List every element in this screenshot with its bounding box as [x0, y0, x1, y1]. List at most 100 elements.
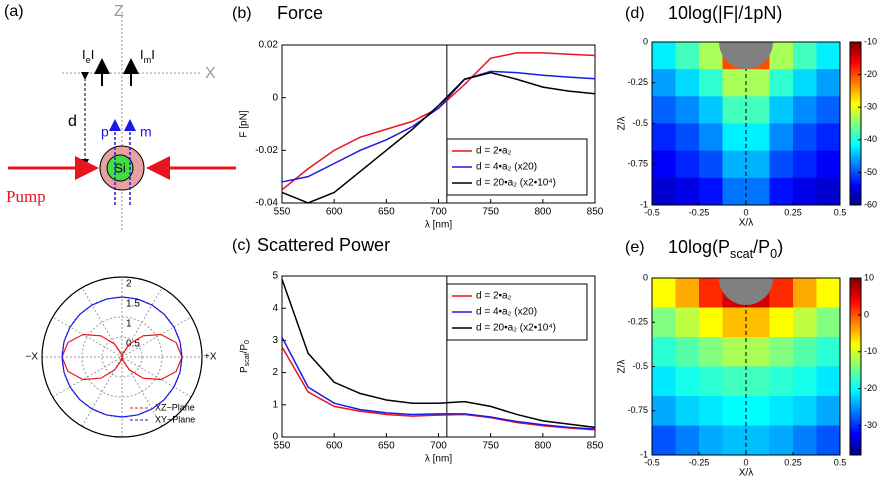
y-tick-label: -0.02 — [255, 145, 278, 156]
x-tick-label: 0.5 — [834, 207, 847, 217]
colorbar-slice — [850, 413, 861, 418]
x-tick-label: 750 — [482, 441, 499, 452]
colorbar-slice — [850, 139, 861, 144]
heat-cell — [722, 337, 747, 367]
colorbar-slice — [850, 128, 861, 133]
heat-cell — [769, 123, 794, 152]
heat-cell — [675, 366, 700, 397]
y-tick-label: -0.5 — [632, 118, 648, 128]
colorbar — [849, 277, 862, 456]
colorbar-slice — [850, 196, 861, 201]
x-tick-label: 700 — [430, 441, 447, 452]
legend-label: XY−Plane — [155, 414, 195, 424]
colorbar-slice — [850, 419, 861, 424]
colorbar-slice — [850, 61, 861, 65]
heat-cell — [816, 337, 841, 367]
colorbar-slice — [850, 401, 861, 406]
colorbar-slice — [850, 292, 861, 297]
y-tick-label: -0.75 — [627, 159, 648, 169]
heat-cell — [746, 150, 770, 179]
heat-cell — [652, 278, 676, 308]
colorbar-slice — [850, 307, 861, 311]
colorbar-slice — [850, 161, 861, 165]
colorbar-slice — [850, 434, 861, 438]
colorbar-tick-label: 0 — [864, 309, 869, 319]
heat-cell — [699, 307, 723, 338]
x-tick-label: 0 — [743, 207, 748, 217]
x-tick-label: 650 — [378, 207, 395, 218]
colorbar-tick-label: -30 — [864, 420, 877, 430]
chart-title: Scattered Power — [257, 235, 390, 255]
heat-cell — [793, 366, 817, 397]
heat-cell — [699, 42, 723, 70]
colorbar-slice — [850, 44, 861, 48]
colorbar-slice — [850, 199, 861, 203]
colorbar-slice — [850, 101, 861, 105]
colorbar-slice — [850, 322, 861, 326]
heat-cell — [793, 123, 817, 152]
colorbar-slice — [850, 425, 861, 429]
heat-cell — [769, 150, 794, 179]
colorbar-slice — [850, 366, 861, 370]
colorbar-tick-label: 10 — [864, 272, 874, 282]
x-tick-label: 0.25 — [784, 207, 802, 217]
colorbar-slice — [850, 50, 861, 54]
colorbar-slice — [850, 342, 861, 347]
heat-cell — [746, 337, 770, 367]
heat-cell — [675, 42, 700, 70]
colorbar-slice — [850, 298, 861, 303]
heat-cell — [652, 123, 676, 152]
heat-cell — [816, 69, 841, 97]
text-part: 10log(|F|/1pN) — [668, 3, 782, 23]
colorbar-slice — [850, 112, 861, 116]
colorbar-slice — [850, 387, 861, 391]
colorbar-slice — [850, 166, 861, 171]
colorbar-slice — [850, 331, 861, 335]
colorbar — [849, 41, 862, 206]
text-part: /P — [753, 237, 770, 257]
x-tick-label: 850 — [587, 207, 604, 218]
pump-label: Pump — [6, 187, 46, 206]
heat-cell — [722, 425, 747, 456]
y-tick-label: 2 — [272, 367, 278, 378]
heat-cell — [769, 69, 794, 97]
panel-label: (d) — [625, 5, 645, 22]
colorbar-slice — [850, 88, 861, 92]
x-tick-label: 800 — [534, 441, 551, 452]
panel-label: (b) — [232, 5, 252, 22]
text-part: ) — [777, 237, 783, 257]
colorbar-slice — [850, 90, 861, 95]
x-tick-label: 600 — [326, 441, 343, 452]
colorbar-slice — [850, 77, 861, 81]
x-tick-label: 800 — [534, 207, 551, 218]
heat-cell — [699, 96, 723, 124]
text-part: I — [82, 47, 86, 62]
colorbar-slice — [850, 410, 861, 415]
y-tick-label: 0 — [643, 272, 648, 282]
heat-cell — [722, 307, 747, 338]
colorbar-slice — [850, 202, 861, 206]
colorbar-slice — [850, 47, 861, 51]
heat-cell — [746, 396, 770, 426]
x-axis-label: X/λ — [739, 468, 753, 479]
panel-label: (a) — [4, 3, 24, 20]
y-tick-label: 0 — [272, 432, 278, 443]
heat-cell — [652, 69, 676, 97]
colorbar-slice — [850, 191, 861, 195]
heat-cell — [769, 337, 794, 367]
heat-cell — [793, 337, 817, 367]
heat-cell — [793, 69, 817, 97]
colorbar-slice — [850, 185, 861, 190]
heat-cell — [816, 278, 841, 308]
x-tick-label: 550 — [274, 441, 291, 452]
ie-label: IeI — [82, 47, 94, 65]
heat-cell — [722, 150, 747, 179]
heat-cell — [746, 96, 770, 124]
heat-cell — [816, 366, 841, 397]
heat-cell — [699, 366, 723, 397]
legend-label: d = 2•a₂ — [476, 291, 512, 302]
colorbar-slice — [850, 407, 861, 412]
colorbar-slice — [850, 357, 861, 362]
heat-cell — [722, 69, 747, 97]
